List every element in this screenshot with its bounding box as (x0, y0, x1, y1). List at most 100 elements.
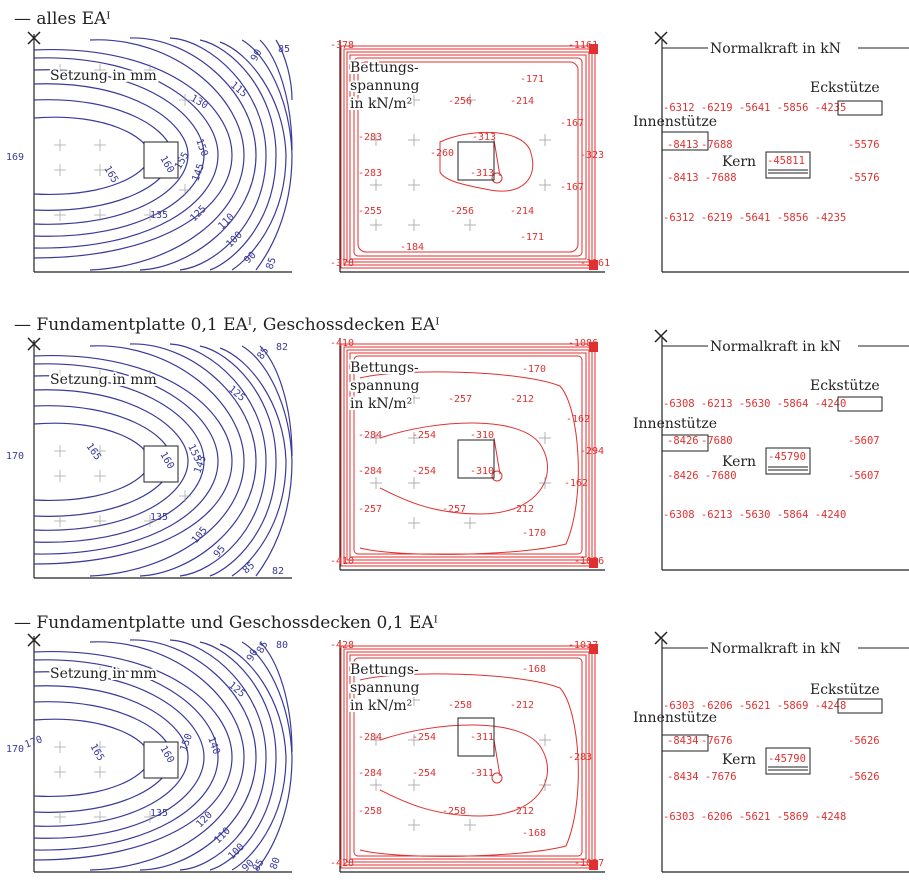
svg-text:-410: -410 (330, 556, 354, 567)
axis-cross-icon (27, 337, 41, 351)
svg-text:-1161: -1161 (568, 40, 598, 51)
svg-text:-311: -311 (470, 732, 494, 743)
svg-text:82: 82 (276, 342, 288, 353)
svg-text:170: 170 (23, 734, 44, 751)
svg-text:-162: -162 (564, 478, 588, 489)
settlement-title: Setzung in mm (50, 68, 157, 84)
svg-text:-283: -283 (568, 752, 592, 763)
axis-cross-icon (654, 329, 668, 343)
svg-text:spannung: spannung (350, 78, 420, 94)
svg-text:-212: -212 (510, 394, 534, 405)
svg-text:-167: -167 (560, 182, 584, 193)
svg-text:-8413: -8413 (667, 139, 699, 151)
svg-text:-45790: -45790 (768, 753, 806, 765)
svg-text:-283: -283 (358, 168, 382, 179)
svg-text:170: 170 (6, 744, 24, 755)
svg-text:-8434: -8434 (667, 735, 699, 747)
pressure-panel: Bettungs- spannung in kN/m² -428 -1037 -… (330, 640, 605, 873)
svg-text:-310: -310 (470, 430, 494, 441)
pressure-contours (340, 45, 596, 269)
axis-cross-icon (27, 31, 41, 45)
svg-text:-1037: -1037 (574, 858, 604, 869)
svg-text:-311: -311 (470, 768, 494, 779)
svg-text:Kern: Kern (722, 454, 756, 470)
svg-text:-313: -313 (472, 132, 496, 143)
svg-text:Normalkraft in kN: Normalkraft in kN (710, 339, 841, 355)
svg-text:130: 130 (189, 93, 210, 112)
svg-text:-258: -258 (358, 806, 382, 817)
svg-text:-6312 -6219 -5641 -5856 -4235: -6312 -6219 -5641 -5856 -4235 (663, 212, 846, 224)
svg-text:-428: -428 (330, 858, 354, 869)
svg-text:-255: -255 (358, 206, 382, 217)
row-2: — Fundamentplatte 0,1 EAᴵ, Geschossdecke… (6, 315, 909, 579)
svg-text:-5576: -5576 (848, 139, 880, 151)
svg-text:-6303 -6206 -5621 -5869 -4248: -6303 -6206 -5621 -5869 -4248 (663, 700, 846, 712)
svg-text:-212: -212 (510, 700, 534, 711)
svg-text:-1037: -1037 (568, 640, 598, 651)
svg-text:in kN/m²: in kN/m² (350, 698, 412, 714)
svg-text:-283: -283 (358, 132, 382, 143)
svg-text:140: 140 (205, 735, 222, 756)
svg-text:90: 90 (249, 48, 265, 64)
svg-text:-254: -254 (412, 466, 436, 477)
svg-text:-257: -257 (358, 504, 382, 515)
row-1: — alles EAᴵ (6, 9, 909, 273)
svg-text:125: 125 (188, 204, 209, 225)
svg-text:-45790: -45790 (768, 451, 806, 463)
svg-text:90: 90 (242, 250, 258, 266)
settlement-panel: Setzung in mm 170 165 160 155 145 135 10… (6, 337, 293, 579)
settlement-panel: Setzung in mm 170 170 165 160 150 140 13… (6, 633, 293, 874)
svg-text:165: 165 (84, 441, 103, 462)
svg-text:spannung: spannung (350, 378, 420, 394)
pressure-panel: Bettungs- spannung in kN/m² -410 -1086 -… (330, 338, 605, 571)
svg-text:85: 85 (251, 858, 267, 874)
svg-text:-256: -256 (448, 96, 472, 107)
svg-text:-378: -378 (330, 40, 354, 51)
svg-text:-258: -258 (442, 806, 466, 817)
svg-text:Innenstütze: Innenstütze (633, 416, 717, 432)
svg-text:90: 90 (245, 648, 261, 664)
svg-text:in kN/m²: in kN/m² (350, 396, 412, 412)
svg-text:150: 150 (193, 137, 210, 158)
svg-text:85: 85 (241, 560, 257, 576)
force-panel: Normalkraft in kN Eckstütze Innenstütze … (633, 329, 909, 571)
svg-text:-5607: -5607 (848, 435, 880, 447)
corner-label: Eckstütze (810, 80, 880, 96)
svg-text:-170: -170 (522, 528, 546, 539)
svg-text:165: 165 (101, 164, 120, 185)
svg-text:-378: -378 (330, 258, 354, 269)
svg-text:85: 85 (264, 256, 278, 271)
svg-text:80: 80 (276, 640, 288, 651)
svg-text:165: 165 (87, 742, 106, 763)
force-panel: Normalkraft in kN Eckstütze Innenstütze … (633, 631, 909, 873)
svg-text:170: 170 (6, 451, 24, 462)
svg-text:125: 125 (226, 680, 247, 700)
svg-text:-257: -257 (448, 394, 472, 405)
svg-text:85: 85 (255, 640, 271, 656)
svg-text:-254: -254 (412, 430, 436, 441)
svg-text:Bettungs-: Bettungs- (350, 60, 419, 76)
svg-text:-45811: -45811 (767, 155, 805, 167)
axis-cross-icon (654, 31, 668, 45)
svg-text:-1086: -1086 (568, 338, 598, 349)
svg-text:-7688: -7688 (701, 139, 733, 151)
svg-text:-170: -170 (522, 364, 546, 375)
svg-text:-5626: -5626 (848, 735, 880, 747)
row-heading: — Fundamentplatte und Geschossdecken 0,1… (14, 613, 438, 633)
svg-text:-8426: -8426 (667, 435, 699, 447)
svg-text:95: 95 (212, 544, 228, 560)
svg-text:spannung: spannung (350, 680, 420, 696)
svg-text:135: 135 (150, 808, 168, 819)
svg-text:82: 82 (272, 566, 284, 577)
svg-text:-284: -284 (358, 466, 382, 477)
svg-text:Kern: Kern (722, 752, 756, 768)
settlement-panel: Setzung in mm 169 165 160 155 145 150 13… (6, 31, 293, 273)
svg-text:135: 135 (150, 512, 168, 523)
svg-text:-254: -254 (412, 732, 436, 743)
svg-text:Eckstütze: Eckstütze (810, 682, 880, 698)
row-heading: — Fundamentplatte 0,1 EAᴵ, Geschossdecke… (14, 315, 439, 335)
pressure-values: -378 -1161 -378 -1161 -171 -256 -214 -16… (330, 40, 610, 269)
svg-text:-6308 -6213 -5630 -5864 -4240: -6308 -6213 -5630 -5864 -4240 (663, 398, 846, 410)
svg-text:-1086: -1086 (574, 556, 604, 567)
